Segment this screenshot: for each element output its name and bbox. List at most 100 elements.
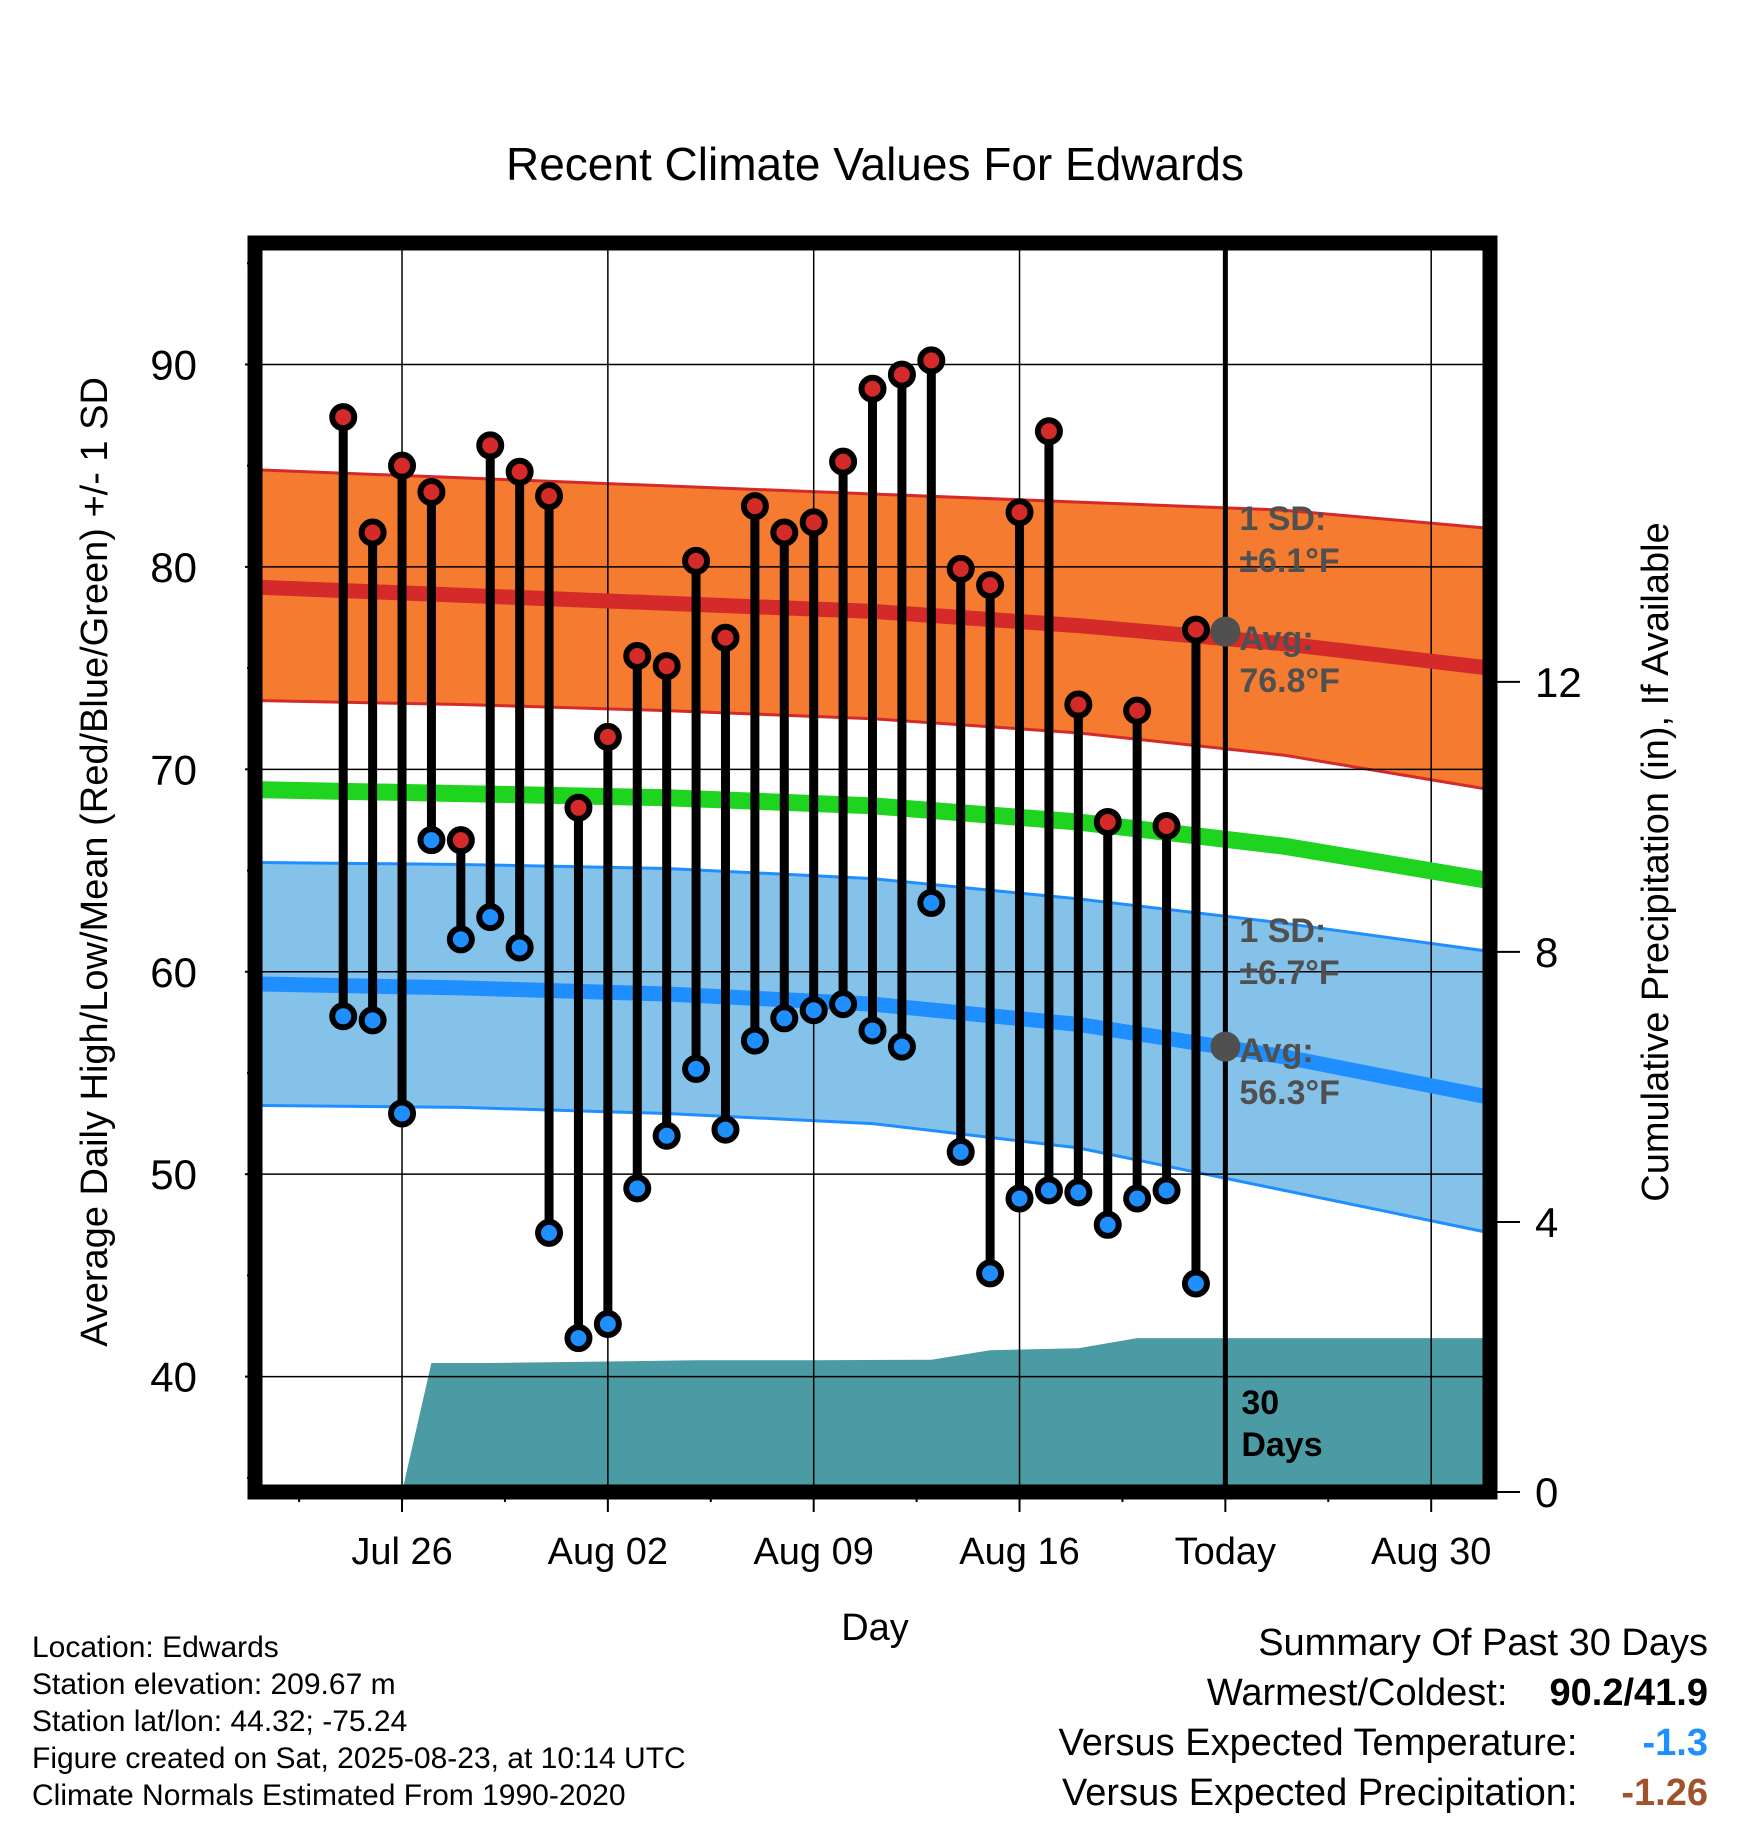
summary-precip: Versus Expected Precipitation: -1.26 [1062,1772,1708,1815]
low-point [535,1218,564,1247]
y-tick-label: 70 [150,746,197,793]
today-low-avg-marker [1210,1031,1241,1062]
low-point [329,1002,358,1031]
low-point [1181,1269,1210,1298]
x-tick-label: Today [1175,1531,1276,1573]
info-normals: Climate Normals Estimated From 1990-2020 [32,1779,626,1812]
low-point [652,1121,681,1150]
high-point [917,346,946,375]
high-point [593,722,622,751]
high-point [1034,417,1063,446]
low-point [711,1115,740,1144]
low-point [1005,1184,1034,1213]
summary-warm-cold-label: Warmest/Coldest: [1206,1672,1508,1714]
high-point [1064,690,1093,719]
low-sd-label: 1 SD: [1239,912,1326,950]
low-point [564,1324,593,1353]
low-point [505,933,534,962]
low-point [1064,1178,1093,1207]
y2-tick-label: 8 [1535,929,1558,976]
low-point [829,990,858,1019]
low-point [593,1309,622,1338]
y-tick-label: 60 [150,949,197,996]
high-point [829,447,858,476]
high-point [1152,812,1181,841]
x-tick-label: Aug 09 [753,1531,873,1573]
chart-title: Recent Climate Values For Edwards [506,138,1244,190]
low-point [740,1026,769,1055]
x-tick-label: Aug 16 [959,1531,1079,1573]
summary-temp: Versus Expected Temperature: -1.3 [1059,1722,1708,1765]
y-tick-label: 40 [150,1354,197,1401]
low-point [476,903,505,932]
high-point [682,546,711,575]
high-point [623,641,652,670]
x-tick-label: Aug 02 [548,1531,668,1573]
low-point [1152,1176,1181,1205]
info-location: Location: Edwards [32,1631,279,1664]
low-point [946,1137,975,1166]
high-point [976,571,1005,600]
annotations: 1 SD: ±6.1°F Avg: 76.8°F 1 SD: ±6.7°F Avg: 56.3… [1210,500,1340,1464]
y-tick-label: 80 [150,544,197,591]
low-sd-value: ±6.7°F [1239,954,1339,992]
high-point [946,554,975,583]
high-point [799,508,828,537]
low-point [887,1032,916,1061]
summary-warm-cold: Warmest/Coldest: 90.2/41.9 [1207,1672,1708,1715]
high-point [505,457,534,486]
x-tick-label: Jul 26 [351,1531,452,1573]
high-point [740,492,769,521]
y-tick-label: 90 [150,341,197,388]
info-latlon: Station lat/lon: 44.32; -75.24 [32,1705,408,1738]
y2-tick-label: 4 [1535,1199,1558,1246]
low-avg-label: Avg: [1239,1032,1313,1070]
high-point [1123,696,1152,725]
high-point [1005,498,1034,527]
high-point [1181,615,1210,644]
low-point [1093,1210,1122,1239]
plot-frame [247,235,1498,1500]
daily-observations [329,346,1210,1353]
high-point [476,431,505,460]
high-point [417,477,446,506]
high-point [329,403,358,432]
low-point [917,888,946,917]
y2-tick-label: 0 [1535,1469,1558,1516]
low-point [1034,1176,1063,1205]
high-avg-label: Avg: [1239,620,1313,658]
precipitation-area [403,1338,1484,1486]
low-sd-band-lower-edge [262,1103,1484,1234]
summary-title: Summary Of Past 30 Days [1258,1622,1708,1664]
low-avg-value: 56.3°F [1239,1074,1340,1112]
low-point [1123,1184,1152,1213]
precipitation-fill [403,1338,1484,1486]
low-point [623,1174,652,1203]
summary-precip-value: -1.26 [1621,1772,1708,1814]
low-point [388,1099,417,1128]
high-point [446,826,475,855]
high-point [388,451,417,480]
low-point [770,1004,799,1033]
high-sd-label: 1 SD: [1239,500,1326,538]
high-point [1093,807,1122,836]
plot-border [247,235,1498,1500]
axis-ticks: 40 50 60 70 80 90 0 4 8 12 Jul 26 Aug 02 Aug 09 Aug 1… [150,262,1582,1573]
summary-temp-label: Versus Expected Temperature: [1058,1722,1578,1764]
days-number: 30 [1241,1384,1279,1422]
high-point [652,652,681,681]
low-point [358,1006,387,1035]
high-point [711,623,740,652]
summary-precip-label: Versus Expected Precipitation: [1062,1772,1578,1814]
low-sd-band [262,862,1484,1232]
low-point [417,826,446,855]
low-point [858,1016,887,1045]
info-elevation: Station elevation: 209.67 m [32,1668,396,1701]
low-point [446,925,475,954]
high-avg-value: 76.8°F [1239,662,1340,700]
y-tick-label: 50 [150,1151,197,1198]
days-word: Days [1241,1426,1322,1464]
y-axis-label: Average Daily High/Low/Mean (Red/Blue/Gr… [74,377,116,1347]
info-created: Figure created on Sat, 2025-08-23, at 10… [32,1742,686,1775]
high-point [535,482,564,511]
